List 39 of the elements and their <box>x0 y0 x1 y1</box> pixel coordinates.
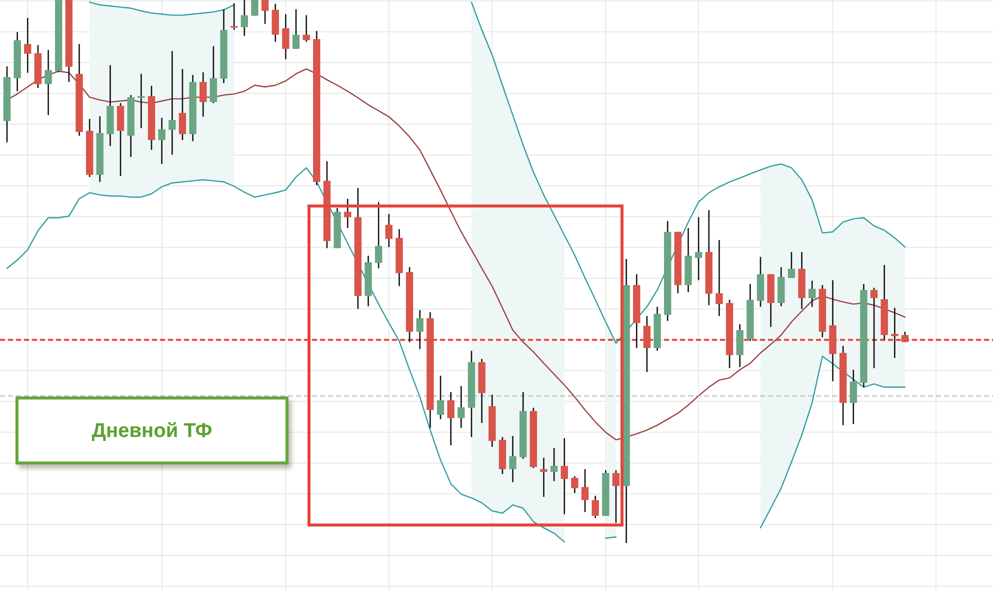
candlestick <box>230 2 238 31</box>
candlestick <box>436 375 444 420</box>
candlestick <box>850 369 857 425</box>
candlestick <box>302 14 310 42</box>
candlestick <box>509 435 516 483</box>
candlestick <box>200 72 207 118</box>
candlestick <box>385 213 393 248</box>
candlestick <box>592 495 599 519</box>
candlestick <box>158 117 166 165</box>
candlestick <box>282 13 290 60</box>
candlestick <box>870 287 878 369</box>
candlestick <box>788 251 796 279</box>
candlestick <box>416 309 424 350</box>
candlestick <box>447 391 454 446</box>
candlestick <box>550 447 558 482</box>
candlestick <box>344 198 352 229</box>
candlestick <box>458 385 465 429</box>
candlestick <box>168 50 176 156</box>
candlestick <box>138 73 145 129</box>
candlestick <box>374 201 382 269</box>
candlestick <box>261 0 269 25</box>
candlestick <box>251 0 258 16</box>
candlestick <box>560 438 568 515</box>
candlestick <box>571 476 578 494</box>
candlestick <box>808 280 816 308</box>
candlestick <box>210 46 218 104</box>
candlestick <box>44 49 52 116</box>
candlestick <box>240 0 248 36</box>
candlestick <box>24 17 32 74</box>
candlestick <box>891 307 898 358</box>
candlestick <box>694 216 702 281</box>
candlestick <box>716 239 723 317</box>
annotation: Дневной ТФ <box>92 420 212 442</box>
candlestick <box>292 8 300 50</box>
candlestick <box>612 470 620 524</box>
candlestick <box>178 68 186 141</box>
candlestick <box>581 468 589 513</box>
candlestick <box>643 315 651 373</box>
candlestick <box>540 457 548 498</box>
